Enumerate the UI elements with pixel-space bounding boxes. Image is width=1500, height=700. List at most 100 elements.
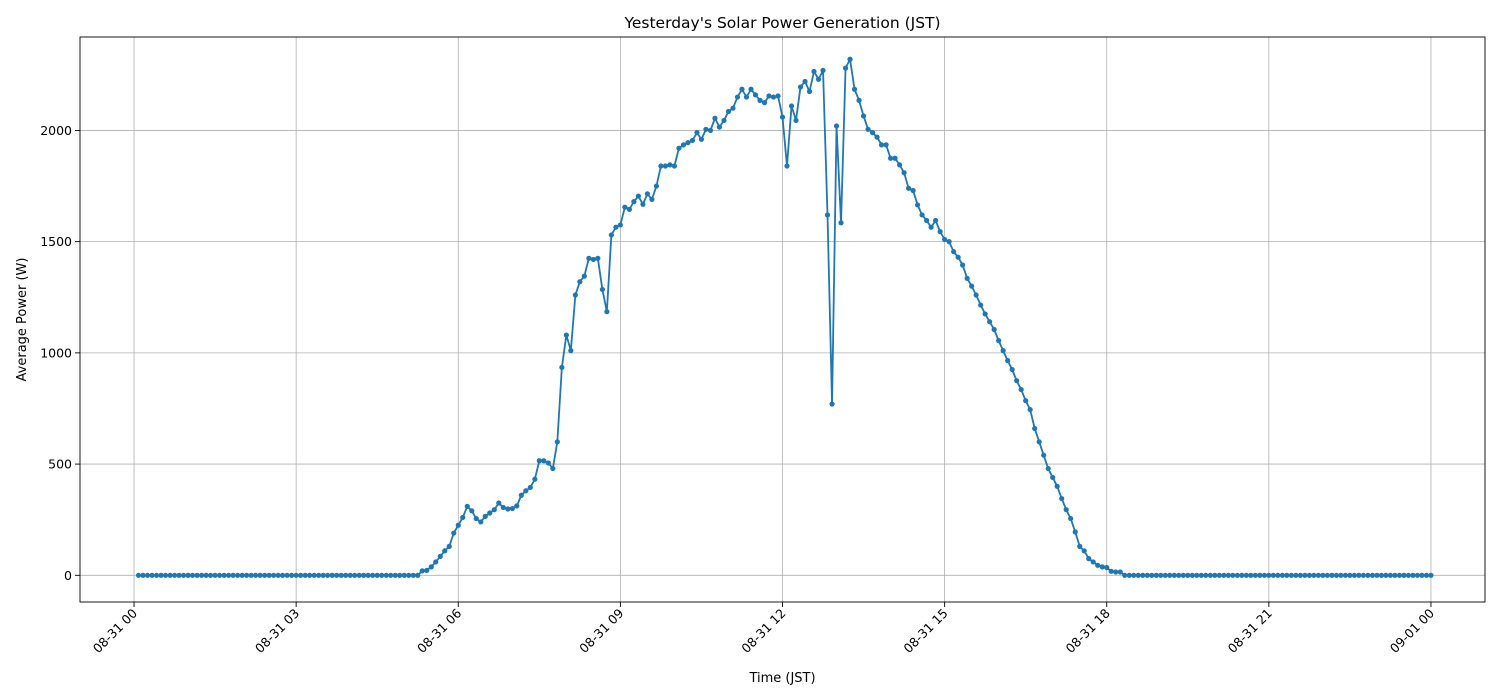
data-point	[1036, 439, 1042, 445]
data-point	[316, 572, 322, 578]
data-point	[442, 548, 448, 554]
y-tick-label: 500	[48, 457, 72, 472]
data-point	[1369, 572, 1376, 578]
data-point	[1162, 572, 1168, 578]
data-point	[942, 236, 948, 243]
data-point	[1329, 572, 1335, 578]
data-point	[185, 572, 191, 578]
data-point	[595, 255, 601, 261]
data-point	[856, 97, 862, 103]
data-point	[307, 572, 313, 578]
data-point	[1396, 572, 1403, 578]
data-point	[874, 134, 880, 140]
data-point	[514, 503, 520, 509]
data-point	[1302, 572, 1308, 578]
data-point	[644, 191, 651, 197]
data-point	[577, 279, 583, 285]
chart-title: Yesterday's Solar Power Generation (JST)	[623, 14, 940, 32]
data-point	[802, 78, 808, 85]
data-point	[1126, 572, 1132, 578]
data-point	[203, 572, 209, 578]
data-point	[221, 572, 227, 578]
data-point	[1221, 572, 1227, 578]
data-point	[775, 93, 781, 99]
data-point	[784, 163, 790, 169]
data-point	[969, 283, 975, 289]
data-point	[987, 319, 993, 325]
data-point	[505, 506, 511, 512]
data-point	[797, 84, 804, 90]
data-point	[1009, 366, 1015, 373]
data-point	[563, 332, 569, 338]
data-point	[1347, 572, 1353, 578]
data-point	[1014, 378, 1020, 384]
data-point	[401, 572, 407, 578]
data-point	[1293, 572, 1299, 578]
data-point	[1050, 474, 1056, 481]
data-point	[406, 572, 412, 578]
data-point	[955, 254, 961, 260]
data-point	[1068, 515, 1074, 522]
data-point	[311, 572, 317, 578]
data-point	[1338, 572, 1344, 578]
data-point	[415, 572, 421, 578]
data-point	[865, 126, 871, 132]
y-tick-label: 1500	[40, 234, 72, 249]
data-point	[437, 553, 443, 560]
y-tick-label: 2000	[40, 123, 72, 138]
data-point	[946, 239, 952, 245]
data-point	[379, 572, 385, 578]
data-point	[478, 519, 484, 525]
data-point	[793, 117, 799, 124]
y-tick-label: 1000	[40, 345, 72, 360]
data-point	[689, 137, 696, 144]
data-point	[766, 93, 772, 99]
data-point	[153, 572, 160, 578]
data-point	[631, 199, 637, 205]
data-point	[1099, 564, 1105, 570]
data-point	[428, 564, 434, 570]
data-point	[1207, 572, 1213, 578]
data-point	[671, 163, 678, 169]
data-point	[752, 92, 759, 98]
data-point	[1356, 572, 1362, 578]
data-point	[748, 86, 754, 92]
data-point	[973, 292, 979, 298]
data-point	[298, 572, 304, 578]
data-point	[932, 217, 939, 224]
data-point	[869, 130, 876, 136]
data-point	[586, 255, 592, 261]
data-point	[1216, 572, 1222, 578]
data-point	[212, 572, 218, 578]
data-point	[1122, 572, 1128, 578]
data-point	[1005, 358, 1011, 364]
data-point	[820, 67, 826, 73]
data-point	[523, 488, 529, 494]
data-point	[897, 162, 903, 168]
data-point	[667, 162, 673, 168]
data-point	[1018, 386, 1024, 393]
data-point	[559, 364, 565, 370]
y-axis-label: Average Power (W)	[15, 258, 30, 382]
data-point	[1315, 572, 1321, 578]
data-point	[541, 458, 547, 464]
data-point	[244, 572, 250, 578]
data-point	[1086, 556, 1092, 562]
data-point	[1230, 572, 1236, 578]
data-point	[1297, 572, 1303, 578]
data-point	[176, 572, 182, 578]
data-point	[1270, 572, 1276, 578]
data-point	[1189, 572, 1195, 578]
data-point	[293, 572, 299, 578]
data-point	[1333, 572, 1339, 578]
data-point	[383, 572, 389, 578]
data-point	[262, 572, 268, 578]
data-point	[230, 572, 236, 578]
data-point	[919, 212, 925, 218]
data-point	[1234, 572, 1240, 578]
data-point	[1257, 572, 1263, 578]
data-point	[883, 142, 889, 148]
data-point	[635, 193, 641, 199]
data-point	[500, 504, 506, 511]
